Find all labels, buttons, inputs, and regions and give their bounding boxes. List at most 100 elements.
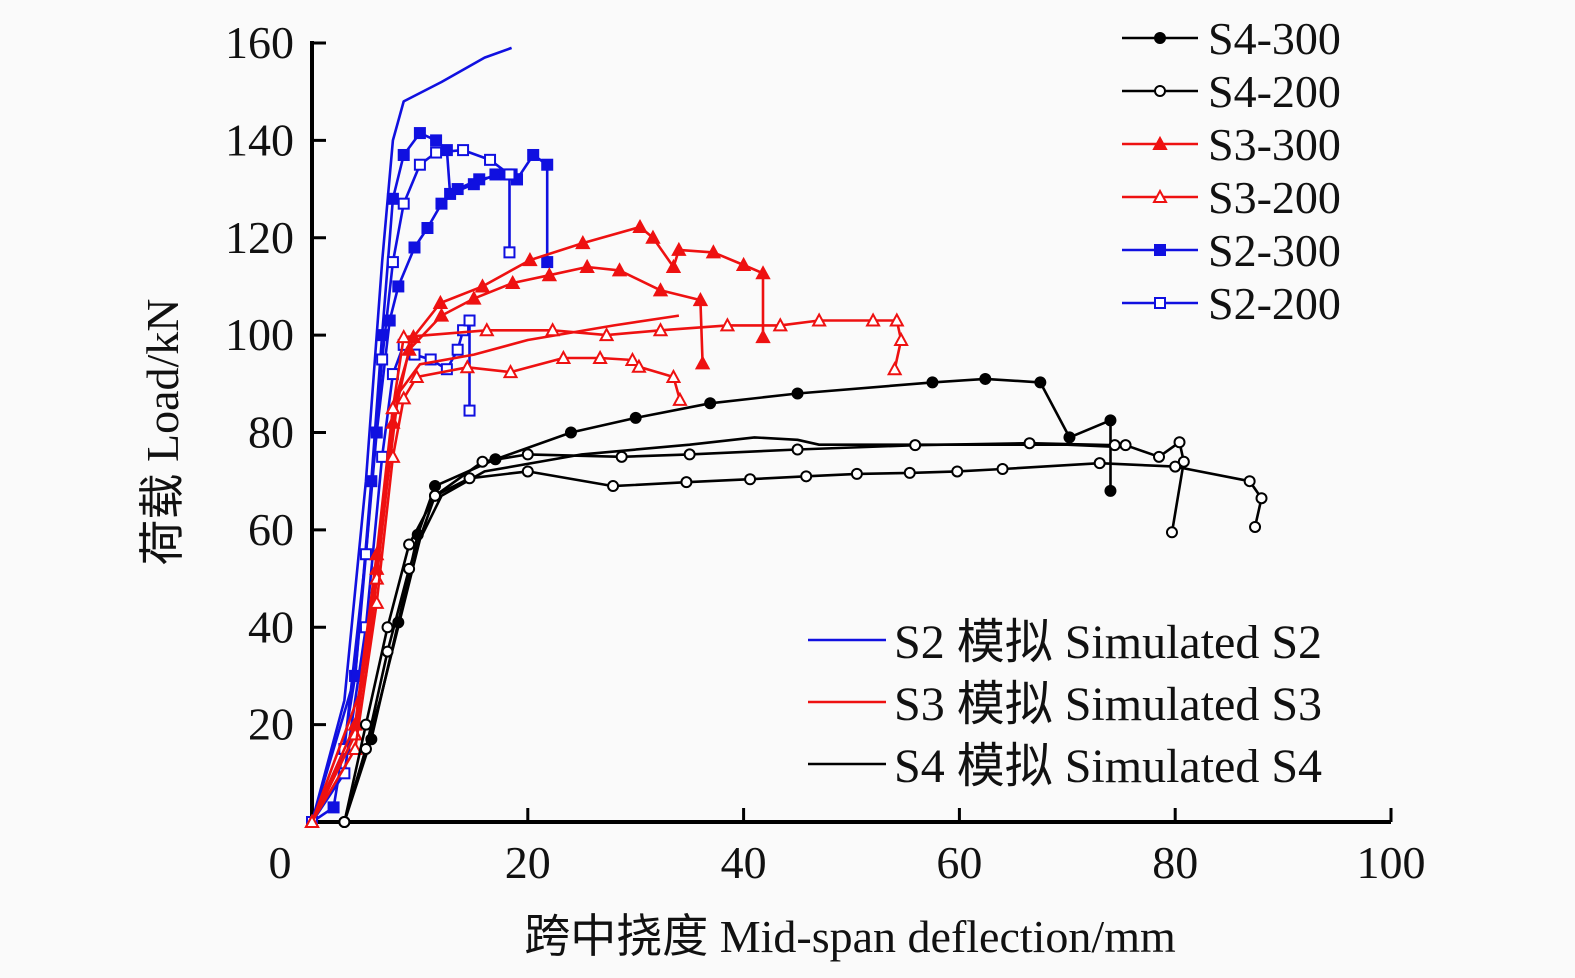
data-point-s3-200 [385,400,401,415]
series-line-s2-300 [310,173,518,823]
data-point-s3-300 [671,241,687,256]
legend-marker [1152,135,1168,150]
data-point-s2-200 [386,256,399,269]
data-point-s3-200 [886,361,903,376]
data-point-s2-200 [457,324,470,337]
data-point-s4-200 [909,439,922,452]
x-tick-label: 20 [505,837,551,888]
data-point-s2-200 [463,314,476,327]
data-point-s3-200 [672,391,688,406]
data-point-s4-300 [926,376,939,389]
data-point-s2-300 [408,241,421,254]
data-point-s4-200 [680,476,693,489]
data-point-s4-200 [403,538,416,551]
data-point-s3-300 [694,355,711,370]
data-point-s3-200 [652,322,669,337]
data-point-s4-200 [1249,520,1262,533]
data-point-s3-300 [433,307,450,322]
series-group [304,46,1268,828]
data-point-s4-200 [1173,436,1186,449]
data-point-s3-300 [575,235,591,250]
data-point-s3-300 [692,291,709,307]
data-point-s4-200 [359,742,372,755]
data-point-s2-200 [451,343,464,356]
data-point-s3-300 [735,256,752,272]
data-point-s4-200 [381,621,394,634]
data-point-s4-200 [403,562,416,575]
data-point-s2-200 [503,246,516,259]
data-point-s3-200 [502,364,519,379]
data-point-s3-300 [474,278,491,293]
data-point-s3-200 [665,368,682,383]
data-point-s4-200 [338,816,351,828]
data-point-s3-200 [772,317,788,332]
data-point-s3-200 [304,813,320,828]
data-point-s3-300 [541,267,558,282]
data-point-s3-200 [811,312,827,327]
series-line-s2-200 [310,319,471,823]
data-point-s2-200 [359,548,372,561]
data-point-s2-300 [451,183,464,196]
data-point-s4-200 [1169,460,1182,473]
data-point-s4-300 [1063,431,1076,444]
data-point-s3-300 [705,244,722,259]
data-point-s3-300 [755,265,771,280]
data-point-s2-300 [413,127,426,140]
legend-label: S4-200 [1208,66,1341,117]
data-point-s4-300 [791,387,804,400]
data-point-s2-300 [392,280,405,293]
data-point-s4-200 [429,489,442,502]
data-point-s4-200 [791,443,804,456]
data-point-s4-200 [903,466,916,479]
data-point-s2-200 [376,353,389,366]
data-point-s3-300 [579,258,595,273]
data-point-s2-300 [527,148,540,161]
legend-label: S2-300 [1208,225,1341,276]
series-simulated-s2 [310,46,513,823]
legend-label: S4 模拟 Simulated S4 [894,740,1322,793]
data-point-s2-200 [463,404,476,417]
data-point-s2-300 [435,197,448,210]
data-point-s2-200 [503,168,516,181]
data-point-s2-200 [424,353,437,366]
data-point-s4-300 [1104,484,1117,497]
data-point-s4-300 [429,480,442,493]
data-point-s2-300 [473,173,486,186]
series-s4-200 [338,436,1190,828]
y-tick-label: 40 [248,601,294,652]
legend-item-s2-300: S2-300 [1122,225,1341,276]
data-point-s4-200 [1165,526,1178,539]
x-axis-title: 跨中挠度 Mid-span deflection/mm [524,911,1176,962]
legend-label: S3 模拟 Simulated S3 [894,678,1322,731]
axes: 20 40 60 80 100 120 140 160 0 20 40 60 80 100 [225,17,1426,888]
data-point-s3-200 [347,740,363,755]
data-point-s4-200 [521,465,534,478]
data-point-s3-300 [665,258,682,273]
y-axis-title: 荷载 Load/kN [137,298,188,565]
y-tick-label: 20 [248,699,294,750]
legend-label: S2 模拟 Simulated S2 [894,616,1322,669]
data-point-s3-200 [889,312,905,327]
data-point-s4-200 [476,455,489,468]
data-point-s3-300 [505,274,521,290]
y-tick-label: 120 [225,212,294,263]
data-point-s3-300 [522,252,538,267]
legend-marker [1154,32,1166,44]
data-point-s4-300 [1104,414,1117,427]
data-point-s3-200 [408,368,425,383]
data-point-s4-200 [996,463,1009,476]
data-point-s3-300 [385,414,401,429]
data-point-s4-200 [744,473,757,486]
data-point-s2-200 [376,450,389,463]
legend-item-s3-300: S3-300 [1122,119,1341,170]
x-tick-label: 40 [721,837,767,888]
legend-marker [1152,188,1168,203]
data-point-s4-200 [1243,475,1256,488]
data-point-s2-300 [430,134,443,147]
legend-simulated: S2 模拟 Simulated S2 S3 模拟 Simulated S3 S4 模… [808,616,1322,793]
data-point-s3-200 [544,322,561,337]
series-s2-300 [306,168,524,828]
data-point-s3-300 [652,282,669,297]
data-point-s2-200 [397,197,410,210]
